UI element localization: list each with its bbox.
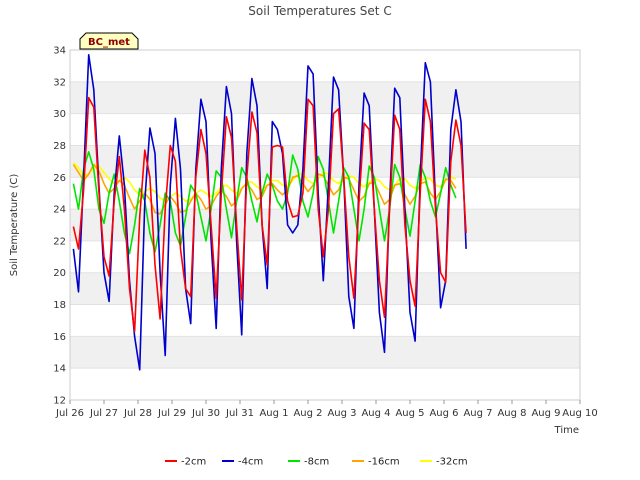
x-tick-label: Aug 2 xyxy=(293,408,322,419)
x-axis-ticks: Jul 26 Jul 27 Jul 28 Jul 29 Jul 30 Jul 31 Aug … xyxy=(55,400,598,419)
series-line-2cm xyxy=(72,96,467,333)
y-tick-label: 18 xyxy=(53,300,66,311)
x-tick-label: Jul 29 xyxy=(157,408,186,419)
y-axis-title: Soil Temperature (C) xyxy=(9,174,20,277)
y-tick-label: 12 xyxy=(53,396,66,407)
y-tick-label: 34 xyxy=(53,46,66,57)
grid-band xyxy=(70,272,580,305)
x-tick-label: Aug 10 xyxy=(562,408,597,419)
x-axis-title: Time xyxy=(554,425,579,436)
x-tick-label: Jul 28 xyxy=(123,408,152,419)
y-tick-label: 32 xyxy=(53,77,66,88)
x-tick-label: Aug 6 xyxy=(429,408,458,419)
y-axis-ticks: 12 14 16 18 20 22 24 26 28 30 32 34 xyxy=(53,46,66,407)
y-tick-label: 24 xyxy=(53,205,66,216)
x-tick-label: Jul 26 xyxy=(55,408,84,419)
station-badge-label: BC_met xyxy=(88,37,130,48)
plot-background-bands xyxy=(70,49,580,401)
station-badge: BC_met xyxy=(79,32,139,50)
legend-label: -2cm xyxy=(181,457,206,468)
grid-band xyxy=(70,336,580,369)
grid-band xyxy=(70,81,580,114)
x-tick-label: Aug 9 xyxy=(531,408,560,419)
y-tick-label: 16 xyxy=(53,332,66,343)
x-tick-label: Jul 30 xyxy=(191,408,220,419)
legend: -2cm -4cm -8cm -16cm -32cm xyxy=(165,457,468,468)
chart-title: Soil Temperatures Set C xyxy=(248,4,391,18)
y-tick-label: 22 xyxy=(53,236,66,247)
y-tick-label: 30 xyxy=(53,109,66,120)
series-lines xyxy=(72,53,467,371)
legend-label: -4cm xyxy=(238,457,263,468)
x-tick-label: Aug 5 xyxy=(395,408,424,419)
x-tick-label: Aug 8 xyxy=(497,408,526,419)
y-tick-label: 26 xyxy=(53,173,66,184)
x-tick-label: Aug 4 xyxy=(361,408,390,419)
station-badge-shape xyxy=(79,32,139,50)
legend-label: -8cm xyxy=(304,457,329,468)
legend-label: -16cm xyxy=(368,457,400,468)
x-tick-label: Aug 3 xyxy=(327,408,356,419)
y-tick-label: 28 xyxy=(53,141,66,152)
plot-frame xyxy=(69,49,581,401)
x-tick-label: Aug 7 xyxy=(463,408,492,419)
x-tick-label: Jul 31 xyxy=(225,408,254,419)
legend-label: -32cm xyxy=(436,457,468,468)
x-tick-label: Jul 27 xyxy=(89,408,118,419)
x-tick-label: Aug 1 xyxy=(259,408,288,419)
series-line-8cm xyxy=(72,151,457,255)
y-tick-label: 14 xyxy=(53,364,66,375)
y-tick-label: 20 xyxy=(53,268,66,279)
